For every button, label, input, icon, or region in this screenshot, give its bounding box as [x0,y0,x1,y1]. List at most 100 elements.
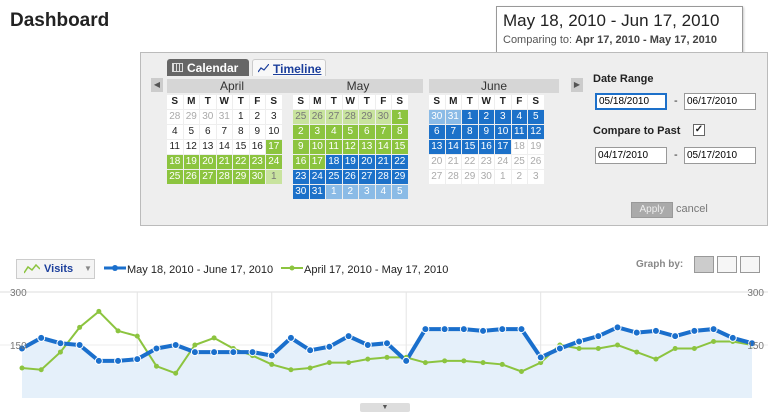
calendar-day[interactable]: 30 [375,110,391,124]
calendar-day[interactable]: 21 [375,155,391,169]
calendar-day[interactable]: 31 [445,110,461,124]
calendar-day[interactable]: 11 [326,140,342,154]
calendar-day[interactable]: 28 [445,170,461,184]
calendar-day[interactable]: 24 [309,170,325,184]
calendar-day[interactable]: 20 [200,155,216,169]
calendar-day[interactable]: 18 [511,140,527,154]
apply-button[interactable]: Apply [631,202,673,218]
calendar-day[interactable]: 29 [359,110,375,124]
calendar-day[interactable]: 13 [200,140,216,154]
calendar-day[interactable]: 26 [342,170,358,184]
calendar-day[interactable]: 13 [359,140,375,154]
calendar-day[interactable]: 19 [342,155,358,169]
calendar-day[interactable]: 4 [511,110,527,124]
calendar-day[interactable]: 23 [249,155,265,169]
calendar-day[interactable]: 3 [266,110,282,124]
next-month-arrow[interactable]: ▶ [571,78,583,92]
calendar-day[interactable]: 17 [495,140,511,154]
start-date-input[interactable] [595,93,667,110]
calendar-day[interactable]: 2 [293,125,309,139]
calendar-day[interactable]: 14 [216,140,232,154]
calendar-day[interactable]: 8 [392,125,408,139]
calendar-day[interactable]: 14 [445,140,461,154]
calendar-day[interactable]: 15 [392,140,408,154]
calendar-day[interactable]: 19 [528,140,544,154]
calendar-day[interactable]: 17 [266,140,282,154]
calendar-day[interactable]: 24 [495,155,511,169]
calendar-day[interactable]: 10 [309,140,325,154]
calendar-day[interactable]: 5 [392,185,408,199]
calendar-day[interactable]: 23 [293,170,309,184]
calendar-day[interactable]: 16 [293,155,309,169]
calendar-day[interactable]: 9 [293,140,309,154]
calendar-day[interactable]: 6 [200,125,216,139]
calendar-day[interactable]: 31 [216,110,232,124]
calendar-day[interactable]: 25 [511,155,527,169]
calendar-day[interactable]: 21 [216,155,232,169]
calendar-day[interactable]: 3 [495,110,511,124]
calendar-day[interactable]: 19 [183,155,199,169]
cancel-link[interactable]: cancel [676,203,708,215]
calendar-day[interactable]: 29 [392,170,408,184]
calendar-day[interactable]: 2 [511,170,527,184]
calendar-day[interactable]: 7 [375,125,391,139]
calendar-day[interactable]: 26 [309,110,325,124]
calendar-day[interactable]: 28 [375,170,391,184]
calendar-day[interactable]: 30 [200,110,216,124]
calendar-day[interactable]: 3 [309,125,325,139]
calendar-day[interactable]: 7 [216,125,232,139]
calendar-day[interactable]: 15 [462,140,478,154]
calendar-day[interactable]: 30 [293,185,309,199]
calendar-day[interactable]: 27 [200,170,216,184]
expand-chart-handle[interactable]: ▼ [360,403,410,412]
calendar-day[interactable]: 28 [167,110,183,124]
calendar-day[interactable]: 30 [249,170,265,184]
calendar-day[interactable]: 6 [429,125,445,139]
calendar-day[interactable]: 17 [309,155,325,169]
metric-selector[interactable]: Visits ▼ [16,259,95,279]
calendar-day[interactable]: 24 [266,155,282,169]
graph-by-day-button[interactable] [694,256,714,273]
calendar-day[interactable]: 8 [233,125,249,139]
calendar-day[interactable]: 25 [167,170,183,184]
calendar-day[interactable]: 3 [359,185,375,199]
calendar-day[interactable]: 25 [326,170,342,184]
calendar-day[interactable]: 20 [359,155,375,169]
calendar-day[interactable]: 1 [392,110,408,124]
calendar-day[interactable]: 3 [528,170,544,184]
calendar-day[interactable]: 1 [462,110,478,124]
calendar-day[interactable]: 5 [342,125,358,139]
calendar-day[interactable]: 12 [183,140,199,154]
compare-checkbox[interactable]: ✓ [693,124,705,136]
calendar-day[interactable]: 26 [528,155,544,169]
calendar-day[interactable]: 23 [478,155,494,169]
calendar-day[interactable]: 4 [167,125,183,139]
calendar-day[interactable]: 29 [183,110,199,124]
end-date-input[interactable] [684,93,756,110]
calendar-day[interactable]: 22 [233,155,249,169]
calendar-day[interactable]: 22 [392,155,408,169]
calendar-day[interactable]: 30 [429,110,445,124]
calendar-day[interactable]: 20 [429,155,445,169]
compare-end-input[interactable] [684,147,756,164]
prev-month-arrow[interactable]: ◀ [151,78,163,92]
calendar-day[interactable]: 21 [445,155,461,169]
calendar-day[interactable]: 1 [326,185,342,199]
calendar-day[interactable]: 25 [293,110,309,124]
calendar-day[interactable]: 2 [249,110,265,124]
calendar-day[interactable]: 28 [216,170,232,184]
calendar-day[interactable]: 5 [528,110,544,124]
calendar-day[interactable]: 9 [478,125,494,139]
calendar-day[interactable]: 4 [326,125,342,139]
calendar-day[interactable]: 27 [359,170,375,184]
calendar-day[interactable]: 9 [249,125,265,139]
date-range-selector[interactable]: May 18, 2010 - Jun 17, 2010 Comparing to… [496,6,743,53]
calendar-day[interactable]: 30 [478,170,494,184]
tab-calendar[interactable]: Calendar [167,59,249,76]
calendar-day[interactable]: 6 [359,125,375,139]
calendar-day[interactable]: 13 [429,140,445,154]
compare-start-input[interactable] [595,147,667,164]
calendar-day[interactable]: 2 [478,110,494,124]
calendar-day[interactable]: 4 [375,185,391,199]
calendar-day[interactable]: 10 [495,125,511,139]
